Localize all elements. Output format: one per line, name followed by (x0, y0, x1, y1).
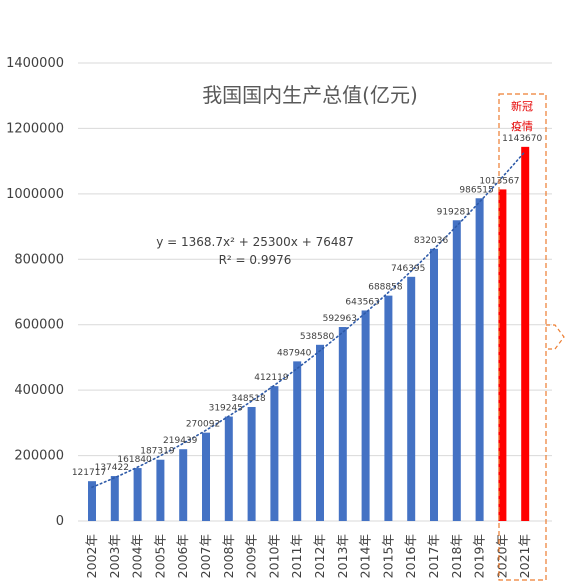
covid-annotation-box (498, 93, 547, 581)
x-tick-label-2011年: 2011年 (289, 534, 304, 578)
x-tick-label-2003年: 2003年 (107, 534, 122, 578)
x-tick-label-2010年: 2010年 (266, 534, 281, 578)
trendline-group (91, 150, 526, 489)
bar-2008年 (224, 416, 233, 521)
data-label-2003年: 137422 (95, 463, 129, 473)
bar-2002年 (88, 481, 96, 521)
y-tick-label-600000: 600000 (14, 318, 64, 333)
bar-2018年 (452, 220, 461, 521)
trendline (91, 150, 526, 489)
data-label-2018年: 919281 (437, 207, 471, 217)
bar-2007年 (202, 432, 210, 521)
data-label-2017年: 832036 (414, 236, 449, 246)
bar-2006年 (179, 449, 188, 521)
x-tick-label-2007年: 2007年 (198, 534, 213, 578)
covid-annotation-label-1: 新冠 (511, 99, 533, 113)
x-tick-label-2009年: 2009年 (244, 534, 259, 578)
data-label-2009年: 348518 (231, 394, 266, 404)
x-tick-label-2018年: 2018年 (449, 534, 464, 578)
y-tick-label-0: 0 (56, 514, 64, 529)
y-tick-label-1400000: 1400000 (6, 56, 64, 71)
bar-2017年 (430, 248, 438, 521)
y-tick-label-1000000: 1000000 (6, 187, 64, 202)
trendline-r-squared: R² = 0.9976 (219, 253, 292, 267)
covid-annotation-arrow (546, 324, 565, 350)
bar-2020年 (498, 189, 507, 521)
gridlines (78, 62, 552, 522)
data-label-2008年: 319245 (209, 404, 243, 414)
bar-2012年 (316, 344, 324, 521)
x-tick-label-2008年: 2008年 (221, 534, 236, 578)
x-tick-label-2013年: 2013年 (335, 534, 350, 578)
data-label-2006年: 219439 (163, 436, 198, 446)
data-label-2002年: 121717 (72, 468, 106, 478)
data-label-2015年: 688858 (368, 283, 403, 293)
bar-2009年 (247, 406, 256, 521)
trendline-equation: y = 1368.7x² + 25300x + 76487 (156, 235, 354, 249)
bar-2019年 (475, 198, 484, 521)
covid-annotation: 新冠 疫情 (498, 93, 565, 581)
data-label-2016年: 746395 (391, 264, 425, 274)
x-tick-label-2019年: 2019年 (472, 534, 487, 578)
bar-2010年 (270, 386, 279, 521)
y-tick-label-400000: 400000 (14, 383, 64, 398)
x-tick-label-2002年: 2002年 (84, 534, 99, 578)
covid-annotation-label-2: 疫情 (511, 119, 533, 133)
y-tick-label-1200000: 1200000 (6, 121, 64, 136)
chart-title: 我国国内生产总值(亿元) (202, 83, 418, 107)
bar-2016年 (407, 276, 416, 521)
data-label-2011年: 487940 (277, 348, 312, 358)
x-tick-label-2012年: 2012年 (312, 534, 327, 578)
bar-2021年 (521, 146, 530, 522)
x-tick-label-2015年: 2015年 (380, 534, 395, 578)
data-label-2012年: 538580 (300, 332, 335, 342)
y-axis-tick-labels: 0 200000 400000 600000 800000 1000000 1200000 1… (6, 56, 64, 529)
x-tick-label-2020年: 2020年 (494, 534, 509, 578)
x-tick-label-2017年: 2017年 (426, 534, 441, 578)
y-tick-label-800000: 800000 (14, 252, 64, 267)
data-label-2013年: 592963 (323, 314, 357, 324)
x-tick-label-2016年: 2016年 (403, 534, 418, 578)
bar-2004年 (133, 468, 142, 521)
data-label-2019年: 986515 (459, 185, 493, 195)
bar-2003年 (110, 476, 119, 521)
x-tick-label-2004年: 2004年 (130, 534, 145, 578)
x-axis-category-labels: 2002年 2003年 2004年 2005年 2006年 2007年 2008年 2009年… (84, 534, 532, 578)
data-label-2004年: 161840 (117, 455, 152, 465)
bar-2011年 (293, 361, 302, 521)
bars (88, 146, 530, 522)
bar-2015年 (384, 295, 393, 521)
x-tick-label-2005年: 2005年 (152, 534, 167, 578)
data-label-2007年: 270092 (186, 420, 220, 430)
bar-2013年 (338, 327, 347, 521)
x-tick-label-2006年: 2006年 (175, 534, 190, 578)
data-label-2005年: 187319 (140, 447, 175, 457)
y-tick-label-200000: 200000 (14, 449, 64, 464)
data-label-2010年: 412119 (254, 373, 289, 383)
bar-2014年 (361, 310, 370, 521)
bar-2005年 (156, 459, 165, 521)
data-label-2014年: 643563 (345, 297, 379, 307)
x-tick-label-2021年: 2021年 (517, 534, 532, 578)
data-label-2021年: 1143670 (502, 134, 542, 144)
x-tick-label-2014年: 2014年 (358, 534, 373, 578)
